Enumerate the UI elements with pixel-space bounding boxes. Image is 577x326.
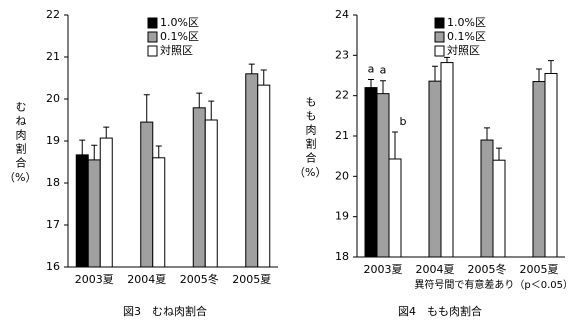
error-bar xyxy=(368,79,374,88)
bar xyxy=(388,158,402,258)
y-tick-label: 22 xyxy=(46,8,60,21)
legend-label: 0.1%区 xyxy=(447,30,486,43)
x-tick-label: 2003夏 xyxy=(364,263,403,276)
error-bar xyxy=(548,60,554,74)
legend-swatch xyxy=(147,31,158,43)
bar xyxy=(204,119,218,268)
bar xyxy=(364,87,378,258)
y-axis-label: もも肉割合 xyxy=(304,96,317,166)
error-bar xyxy=(260,69,267,86)
error-bar xyxy=(79,139,86,155)
x-tick-label: 2003夏 xyxy=(75,273,114,286)
y-tick-label: 18 xyxy=(335,250,349,263)
bar xyxy=(376,93,390,258)
bar xyxy=(257,84,271,268)
x-tick-label: 2005夏 xyxy=(520,263,559,276)
bar xyxy=(99,137,113,268)
y-tick-label: 19 xyxy=(335,210,349,223)
error-bar xyxy=(380,80,386,94)
bar xyxy=(428,80,442,258)
y-tick-label: 23 xyxy=(335,48,349,61)
significance-letter: a xyxy=(368,63,375,76)
caption: 図4 もも肉割合 xyxy=(398,304,482,318)
x-tick-label: 2004夏 xyxy=(416,263,455,276)
legend-swatch xyxy=(434,31,445,43)
y-tick-label: 17 xyxy=(46,218,60,231)
legend-swatch xyxy=(147,17,158,29)
bar xyxy=(87,159,101,268)
bar xyxy=(245,73,259,268)
legend-label: 1.0%区 xyxy=(447,16,486,29)
error-bar xyxy=(484,127,490,141)
legend-label: 1.0%区 xyxy=(160,16,199,29)
bar xyxy=(75,154,89,268)
error-bar xyxy=(392,131,398,159)
significance-letter: b xyxy=(400,115,407,128)
y-tick-label: 20 xyxy=(46,92,60,105)
bar xyxy=(532,81,546,258)
y-tick-label: 19 xyxy=(46,134,60,147)
error-bar xyxy=(91,144,98,160)
x-tick-label: 2004夏 xyxy=(127,273,166,286)
legend-label: 対照区 xyxy=(447,43,480,57)
x-tick-label: 2005冬 xyxy=(180,272,219,286)
y-axis-unit: （%） xyxy=(4,171,37,184)
bar xyxy=(492,159,506,258)
error-bar xyxy=(155,145,162,158)
bar xyxy=(152,157,166,268)
legend-label: 0.1%区 xyxy=(160,30,199,43)
legend-swatch xyxy=(434,45,445,57)
error-bar xyxy=(536,68,542,82)
bar xyxy=(440,62,454,258)
legend-label: 対照区 xyxy=(160,43,193,57)
legend-swatch xyxy=(434,17,445,29)
bar xyxy=(192,107,206,268)
caption: 図3 むね肉割合 xyxy=(123,304,207,318)
note: 異符号間で有意差あり（p＜0.05） xyxy=(414,278,573,291)
error-bar xyxy=(444,56,450,63)
error-bar xyxy=(432,65,438,82)
y-axis-unit: （%） xyxy=(294,166,327,179)
x-tick-label: 2005夏 xyxy=(232,273,271,286)
bar xyxy=(140,121,154,268)
y-tick-label: 24 xyxy=(335,8,349,21)
bar xyxy=(480,139,494,258)
significance-letter: a xyxy=(380,64,387,77)
error-bar xyxy=(208,100,215,120)
error-bar xyxy=(248,63,255,74)
bar xyxy=(544,72,558,258)
error-bar xyxy=(496,147,502,161)
y-tick-label: 21 xyxy=(46,50,60,63)
y-tick-label: 22 xyxy=(335,89,349,102)
y-tick-label: 16 xyxy=(46,260,60,273)
y-axis-label: むね肉割合 xyxy=(14,101,27,171)
y-tick-label: 20 xyxy=(335,169,349,182)
error-bar xyxy=(196,92,203,108)
error-bar xyxy=(143,94,150,123)
legend-swatch xyxy=(147,45,158,57)
x-tick-label: 2005冬 xyxy=(468,262,507,276)
error-bar xyxy=(103,126,110,139)
y-tick-label: 21 xyxy=(335,129,349,142)
y-tick-label: 18 xyxy=(46,176,60,189)
